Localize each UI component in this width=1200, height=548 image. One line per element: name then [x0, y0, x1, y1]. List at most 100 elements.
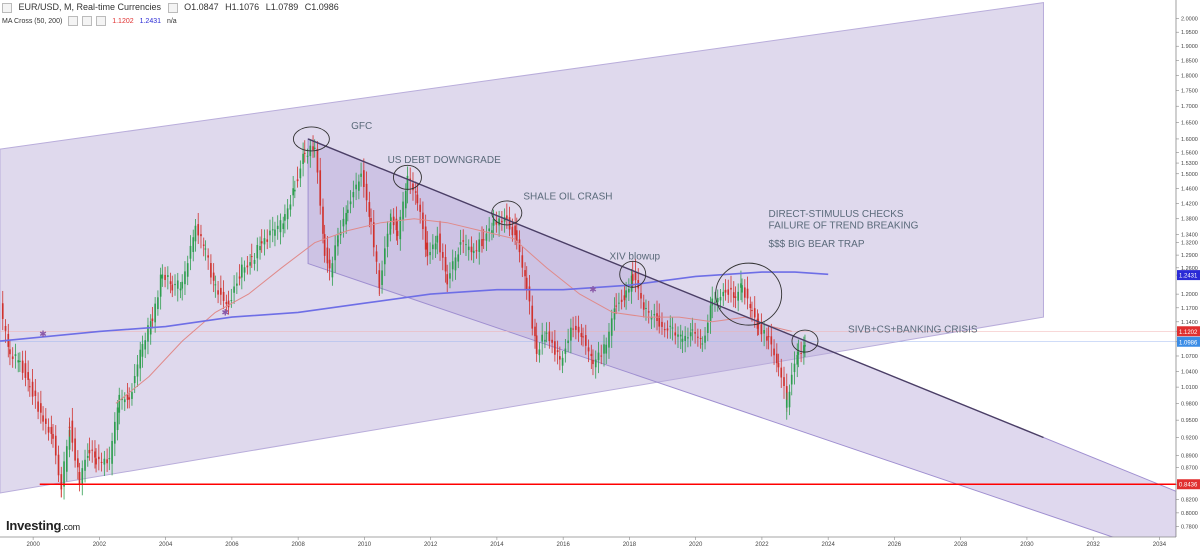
candle-body [284, 214, 286, 221]
candle-body [620, 299, 623, 302]
y-tick-label: 1.0100 [1181, 385, 1198, 391]
candle-body [515, 230, 518, 242]
candle-body [94, 451, 96, 458]
candle-body [677, 334, 679, 337]
x-tick-label: 2028 [954, 542, 968, 548]
candle-body [381, 270, 383, 285]
annotation-label: SIVB+CS+BANKING CRISIS [848, 324, 978, 335]
ma200-line [0, 271, 829, 342]
candle-body [793, 363, 796, 373]
candle-body [19, 360, 21, 363]
y-tick-label: 0.9500 [1181, 418, 1198, 424]
candle-body [259, 246, 261, 251]
candle-body [1, 303, 4, 319]
annotation-label: SHALE OIL CRASH [523, 192, 612, 203]
candle-body [37, 401, 39, 412]
candle-body [653, 314, 656, 316]
logo-suffix: .com [61, 522, 80, 532]
candle-body [227, 300, 230, 308]
candle-body [567, 340, 569, 344]
y-tick-label: 1.9500 [1181, 30, 1198, 36]
candle-body [269, 230, 271, 236]
candle-body [449, 273, 451, 279]
candle-body [179, 288, 182, 291]
candle-body [605, 344, 608, 354]
candle-body [630, 275, 633, 292]
ma50-line [115, 218, 792, 404]
candle-body [240, 264, 243, 278]
candle-body [751, 310, 753, 312]
candle-body [131, 392, 133, 399]
price-label-box [1177, 326, 1200, 337]
ma-close-icon[interactable] [96, 16, 107, 26]
x-tick-label: 2000 [26, 542, 40, 548]
x-tick-label: 2018 [623, 542, 637, 548]
y-tick-label: 0.8700 [1181, 466, 1198, 472]
y-tick-label: 1.1400 [1181, 320, 1198, 326]
candle-body [81, 468, 84, 484]
candle-body [282, 223, 285, 230]
candle-body [790, 374, 793, 385]
candle-body [800, 352, 802, 354]
candle-body [631, 274, 634, 281]
candle-body [561, 357, 564, 366]
annotation-label: US DEBT DOWNGRADE [388, 155, 501, 166]
candle-body [701, 343, 704, 345]
candle-body [613, 308, 616, 320]
candle-body [478, 239, 481, 252]
candle-body [78, 471, 81, 484]
highlight-circle [292, 126, 330, 152]
candle-body [337, 235, 339, 243]
candle-body [424, 226, 427, 250]
candle-body [740, 283, 742, 288]
candle-body [506, 215, 508, 220]
candle-body [470, 246, 473, 253]
ma-cross-legend: MA Cross (50, 200) 1.1202 1.2431 n/a [2, 16, 181, 26]
candle-body [446, 274, 449, 285]
candle-body [775, 353, 778, 364]
candle-body [773, 348, 775, 356]
candle-body [389, 223, 392, 235]
candle-body [661, 321, 663, 327]
candle-body [118, 394, 121, 413]
close-label: C [304, 2, 312, 12]
visibility-icon[interactable] [167, 2, 178, 13]
annotation-label: XIV blowup [610, 251, 661, 262]
candle-body [136, 364, 139, 377]
ma-cross-mark: ✱ [39, 330, 47, 340]
plot-area: ✱ ✱ ✱ GFC US DEBT DOWNGRADE SHALE OIL CRASH XI… [0, 2, 1176, 537]
candle-body [760, 324, 763, 335]
ma-settings-icon[interactable] [68, 16, 79, 26]
candle-body [724, 289, 727, 293]
candle-body [34, 390, 37, 397]
candle-body [50, 426, 53, 434]
candle-body [256, 244, 259, 259]
candle-body [171, 284, 174, 291]
candle-body [615, 305, 617, 307]
candle-body [303, 152, 306, 154]
candle-body [144, 340, 147, 350]
ma-hide-icon[interactable] [82, 16, 93, 26]
candle-body [52, 433, 54, 439]
candle-body [538, 349, 541, 356]
candle-body [640, 292, 642, 299]
open-value: 1.0847 [191, 2, 219, 12]
candle-body [289, 204, 292, 210]
candle-body [399, 216, 402, 240]
candle-body [63, 461, 65, 487]
candle-body [27, 372, 29, 380]
candle-body [375, 251, 378, 262]
candle-body [57, 454, 60, 476]
candle-body [572, 328, 574, 330]
candle-body [95, 458, 97, 465]
candle-body [451, 261, 454, 270]
candle-body [514, 225, 516, 236]
candle-body [161, 274, 164, 279]
candle-body [386, 233, 389, 247]
candle-body [74, 438, 76, 461]
candle-body [570, 327, 572, 341]
candle-body [521, 255, 524, 268]
candle-body [767, 336, 770, 338]
candle-body [766, 336, 768, 341]
